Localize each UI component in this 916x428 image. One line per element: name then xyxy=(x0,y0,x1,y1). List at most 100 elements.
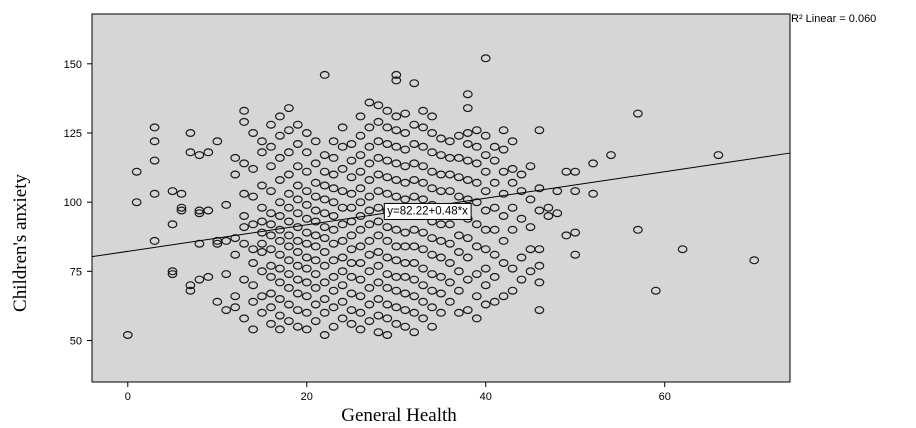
data-point xyxy=(284,270,294,279)
data-point xyxy=(176,203,187,212)
data-point xyxy=(364,283,375,292)
data-point xyxy=(310,256,321,265)
data-point xyxy=(462,275,473,284)
data-point xyxy=(176,189,187,198)
data-point xyxy=(275,212,285,221)
data-point xyxy=(337,187,348,196)
data-point xyxy=(337,123,348,132)
data-point xyxy=(480,151,491,160)
data-point xyxy=(543,203,554,212)
data-point xyxy=(462,253,473,262)
data-point xyxy=(292,322,303,331)
data-point xyxy=(239,275,250,284)
data-point xyxy=(462,156,473,165)
data-point xyxy=(301,228,312,237)
data-point xyxy=(275,264,285,273)
data-point xyxy=(480,245,491,254)
data-point xyxy=(248,259,259,268)
data-point xyxy=(239,314,250,323)
data-point xyxy=(266,289,276,298)
data-point xyxy=(400,272,411,281)
data-point xyxy=(346,189,357,198)
data-point xyxy=(328,184,339,193)
data-point xyxy=(185,286,196,295)
data-point xyxy=(462,306,473,315)
data-point xyxy=(436,289,446,298)
data-point xyxy=(355,112,366,121)
data-point xyxy=(382,123,393,132)
data-point xyxy=(373,203,384,212)
data-point xyxy=(391,225,402,234)
data-point xyxy=(346,156,357,165)
data-point xyxy=(418,123,429,132)
data-point xyxy=(418,162,429,171)
data-point xyxy=(284,256,294,265)
data-point xyxy=(355,131,366,140)
data-point xyxy=(364,267,375,276)
data-point xyxy=(570,167,581,176)
data-point xyxy=(346,306,357,315)
data-point xyxy=(480,187,491,196)
data-point xyxy=(462,129,473,138)
x-tick-label: 20 xyxy=(301,391,313,403)
data-point xyxy=(480,300,491,309)
data-point xyxy=(301,308,312,317)
data-point xyxy=(373,295,384,304)
data-point xyxy=(284,189,294,198)
data-point xyxy=(534,245,545,254)
data-point xyxy=(382,270,393,279)
data-point xyxy=(373,261,384,270)
data-point xyxy=(462,195,473,204)
data-point xyxy=(257,228,267,237)
plot-area xyxy=(91,13,791,383)
data-point xyxy=(266,231,276,240)
data-point xyxy=(570,250,581,259)
data-point xyxy=(454,267,464,276)
data-point xyxy=(471,159,482,168)
data-point xyxy=(516,275,527,284)
data-point xyxy=(391,176,402,185)
data-point xyxy=(239,117,250,126)
data-point xyxy=(534,184,545,193)
data-point xyxy=(409,242,420,251)
data-point xyxy=(310,217,321,226)
data-point xyxy=(409,308,420,317)
data-point xyxy=(382,140,393,149)
data-point xyxy=(480,206,491,215)
data-point xyxy=(418,178,429,187)
data-point xyxy=(337,236,348,245)
x-axis-title: General Health xyxy=(341,405,457,426)
data-point xyxy=(284,104,294,113)
data-point xyxy=(373,187,384,196)
data-point xyxy=(185,129,196,138)
data-point xyxy=(346,173,357,182)
data-point xyxy=(284,126,294,135)
data-point xyxy=(239,159,250,168)
data-point xyxy=(310,283,321,292)
data-point xyxy=(445,239,455,248)
data-point xyxy=(436,134,446,143)
data-point xyxy=(230,303,241,312)
data-point xyxy=(391,159,402,168)
data-point xyxy=(284,170,294,179)
data-point xyxy=(301,200,312,209)
data-point xyxy=(149,156,160,165)
data-point xyxy=(230,292,241,301)
data-point xyxy=(364,250,375,259)
data-point xyxy=(418,297,429,306)
data-point xyxy=(400,228,411,237)
data-point xyxy=(328,239,339,248)
data-point xyxy=(418,314,429,323)
data-point xyxy=(427,112,438,121)
data-point xyxy=(427,286,438,295)
data-point xyxy=(489,297,500,306)
data-point xyxy=(284,203,294,212)
data-point xyxy=(301,253,312,262)
data-point xyxy=(319,331,330,340)
data-point xyxy=(498,126,509,135)
data-point xyxy=(382,189,393,198)
equation-label: y=82.22+0.48*x xyxy=(387,205,468,217)
data-point xyxy=(319,295,330,304)
data-point xyxy=(355,242,366,251)
data-point xyxy=(284,231,294,240)
